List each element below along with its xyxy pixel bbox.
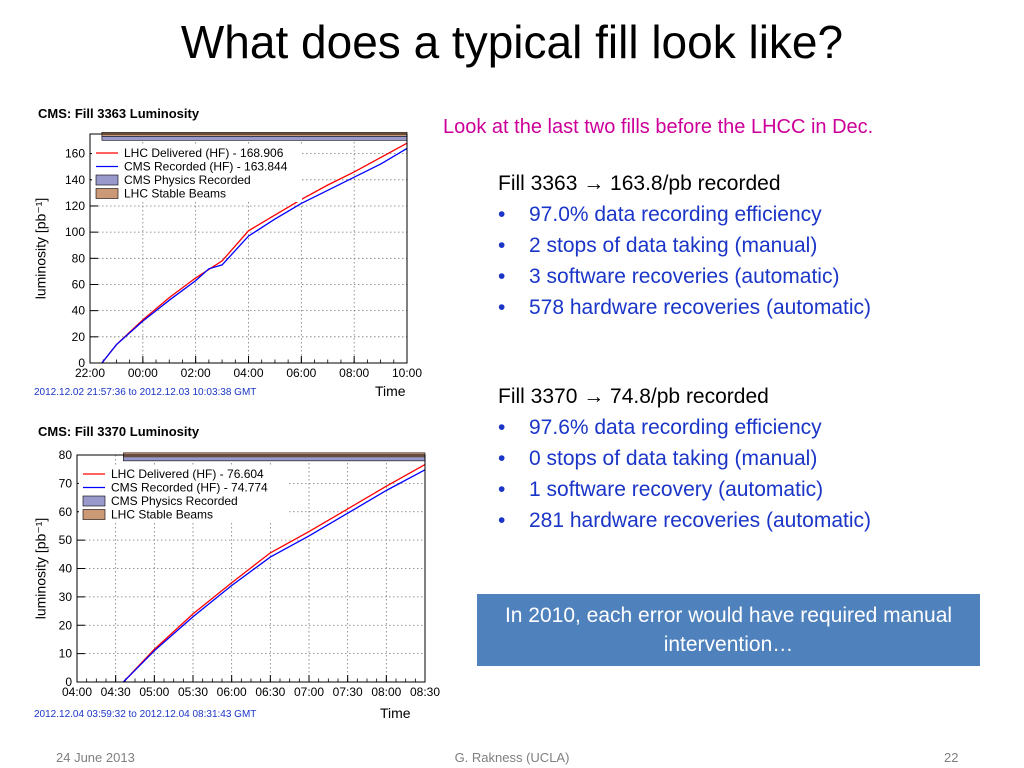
y-tick-label: 20 xyxy=(72,330,86,344)
legend-label: LHC Stable Beams xyxy=(111,508,213,522)
x-tick-label: 04:00 xyxy=(233,366,263,380)
x-tick-label: 08:30 xyxy=(410,685,440,699)
legend-box-swatch xyxy=(95,174,119,186)
x-tick-label: 04:30 xyxy=(101,685,131,699)
x-tick-label: 06:00 xyxy=(286,366,316,380)
plot-frame xyxy=(89,133,408,364)
y-tick-label: 60 xyxy=(59,505,73,519)
y-tick-label: 70 xyxy=(59,476,73,490)
legend-label: LHC Delivered (HF) - 168.906 xyxy=(124,146,284,160)
y-tick-label: 30 xyxy=(59,590,73,604)
y-tick-label: 10 xyxy=(59,647,73,661)
x-tick-label: 05:00 xyxy=(139,685,169,699)
lhcc-note: Look at the last two fills before the LH… xyxy=(443,116,874,138)
fill-3370-chart-svg: CMS: Fill 3370 Luminosity 04:00 04:30 05:00… xyxy=(33,424,440,721)
y-axis-label: luminosity [pb⁻¹] xyxy=(33,518,49,620)
y-tick-label: 80 xyxy=(59,448,73,462)
legend-label: LHC Stable Beams xyxy=(124,187,226,201)
fill-3370-summary: Fill 3370 → 74.8/pb recorded 97.6% data … xyxy=(498,381,998,536)
chart-title: CMS: Fill 3370 Luminosity xyxy=(38,424,200,439)
recorded-series-line xyxy=(101,147,408,364)
bullet-item: 97.0% data recording efficiency xyxy=(498,199,998,230)
time-range-label: 2012.12.02 21:57:36 to 2012.12.03 10:03:… xyxy=(34,387,256,398)
physics-recorded-band xyxy=(123,456,426,462)
x-tick-label: 05:30 xyxy=(178,685,208,699)
plot-frame xyxy=(76,454,426,683)
x-tick-label: 07:30 xyxy=(333,685,363,699)
legend-box-swatch xyxy=(82,509,106,520)
fill-3363-luminosity-chart: CMS: Fill 3363 Luminosity 22:00 00:00 02:00… xyxy=(30,100,440,402)
y-tick-label: 60 xyxy=(72,277,86,291)
y-tick-label: 40 xyxy=(72,304,86,318)
recorded-series-line xyxy=(122,469,426,683)
x-tick-label: 06:00 xyxy=(217,685,247,699)
x-tick-label: 10:00 xyxy=(392,366,422,380)
y-tick-label: 20 xyxy=(59,618,73,632)
x-axis-label: Time xyxy=(375,383,406,399)
y-tick-label: 50 xyxy=(59,533,73,547)
fill-3363-summary: Fill 3363 → 163.8/pb recorded 97.0% data… xyxy=(498,168,998,323)
x-tick-label: 00:00 xyxy=(128,366,158,380)
bullet-item: 578 hardware recoveries (automatic) xyxy=(498,292,998,323)
x-tick-label: 08:00 xyxy=(371,685,401,699)
y-tick-label: 120 xyxy=(65,199,85,213)
y-tick-label: 80 xyxy=(72,251,86,265)
y-tick-label: 0 xyxy=(65,675,72,689)
bullet-item: 97.6% data recording efficiency xyxy=(498,412,998,443)
y-tick-label: 140 xyxy=(65,173,85,187)
x-tick-label: 07:00 xyxy=(294,685,324,699)
legend-label: LHC Delivered (HF) - 76.604 xyxy=(111,467,264,481)
x-tick-label: 06:30 xyxy=(255,685,285,699)
y-tick-label: 100 xyxy=(65,225,85,239)
y-tick-label: 40 xyxy=(59,562,73,576)
bullet-item: 0 stops of data taking (manual) xyxy=(498,443,998,474)
legend-box-swatch xyxy=(82,495,106,507)
legend-background xyxy=(92,146,302,202)
fill-3370-bullets: 97.6% data recording efficiency 0 stops … xyxy=(498,412,998,536)
x-axis-label: Time xyxy=(380,705,411,721)
legend-label: CMS Physics Recorded xyxy=(111,494,238,508)
fill-3370-heading: Fill 3370 → 74.8/pb recorded xyxy=(498,385,769,408)
bullet-item: 1 software recovery (automatic) xyxy=(498,474,998,505)
bullet-item: 2 stops of data taking (manual) xyxy=(498,230,998,261)
footer-date: 24 June 2013 xyxy=(56,750,135,765)
fill-3363-chart-svg: CMS: Fill 3363 Luminosity 22:00 00:00 02:00… xyxy=(33,106,423,399)
x-tick-label: 04:00 xyxy=(62,685,92,699)
time-range-label: 2012.12.04 03:59:32 to 2012.12.04 08:31:… xyxy=(34,709,256,720)
legend-label: CMS Recorded (HF) - 74.774 xyxy=(111,481,268,495)
legend-label: CMS Recorded (HF) - 163.844 xyxy=(124,160,288,174)
bullet-item: 281 hardware recoveries (automatic) xyxy=(498,505,998,536)
legend-background xyxy=(79,467,289,523)
slide-title: What does a typical fill look like? xyxy=(180,16,844,68)
x-tick-label: 08:00 xyxy=(339,366,369,380)
footer-page-number: 22 xyxy=(944,750,959,765)
fill-3370-luminosity-chart: CMS: Fill 3370 Luminosity 04:00 04:30 05:00… xyxy=(30,418,440,724)
y-axis-label: luminosity [pb⁻¹] xyxy=(33,198,49,300)
bullet-item: 3 software recoveries (automatic) xyxy=(498,261,998,292)
y-tick-label: 0 xyxy=(78,356,85,370)
delivered-series-line xyxy=(101,142,408,364)
x-tick-label: 22:00 xyxy=(75,366,105,380)
legend-label: CMS Physics Recorded xyxy=(124,173,251,187)
physics-recorded-band xyxy=(101,136,408,141)
y-tick-label: 160 xyxy=(65,147,85,161)
footer-author: G. Rakness (UCLA) xyxy=(454,750,570,765)
fill-3363-bullets: 97.0% data recording efficiency 2 stops … xyxy=(498,199,998,323)
delivered-series-line xyxy=(122,464,426,683)
callout-box: In 2010, each error would have required … xyxy=(477,594,980,666)
legend-box-swatch xyxy=(95,188,119,199)
chart-title: CMS: Fill 3363 Luminosity xyxy=(38,106,200,121)
x-tick-label: 02:00 xyxy=(181,366,211,380)
fill-3363-heading: Fill 3363 → 163.8/pb recorded xyxy=(498,172,781,195)
